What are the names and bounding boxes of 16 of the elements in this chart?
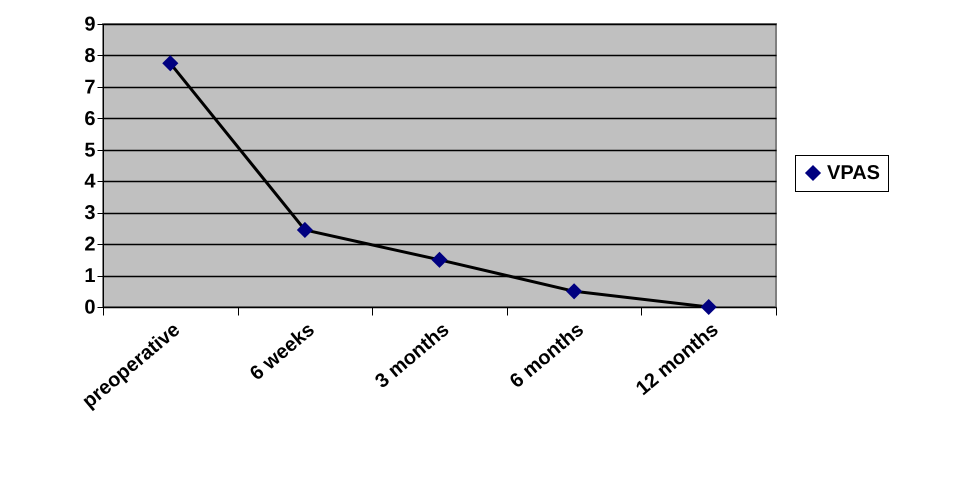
y-tick-label: 0 xyxy=(84,296,96,318)
y-tick-label: 1 xyxy=(84,265,96,288)
y-tick-label: 5 xyxy=(84,139,96,162)
point xyxy=(296,222,313,238)
y-tick-label: 9 xyxy=(84,14,96,36)
legend-label: VPAS xyxy=(827,162,880,184)
y-tick-label: 4 xyxy=(84,170,96,193)
point xyxy=(162,55,178,72)
point xyxy=(431,252,448,268)
point xyxy=(700,298,717,316)
y-tick-label: 6 xyxy=(84,108,96,130)
point xyxy=(566,283,582,300)
y-tick-label: 2 xyxy=(84,234,96,256)
y-tick-label: 7 xyxy=(84,76,96,98)
y-tick-label: 3 xyxy=(84,202,96,224)
y-tick-label: 8 xyxy=(84,44,96,67)
